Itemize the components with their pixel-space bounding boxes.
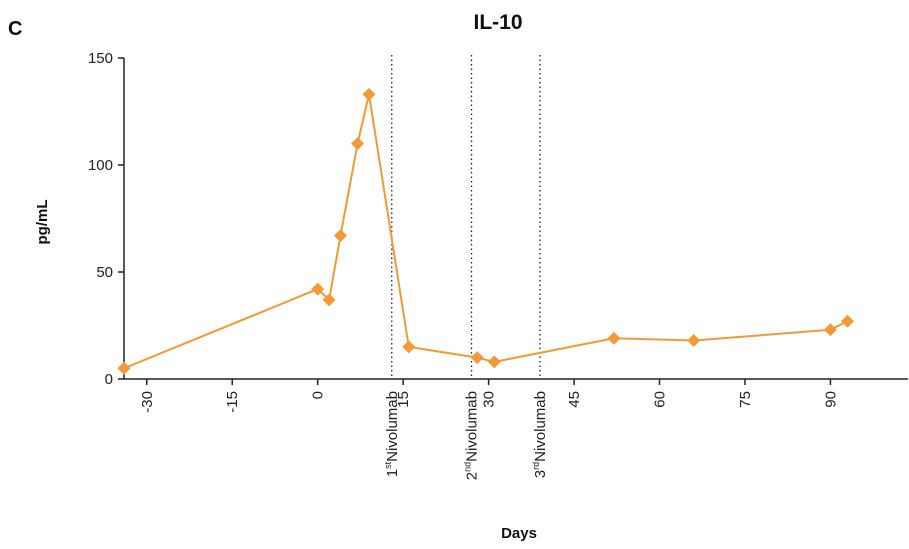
- data-point: [362, 87, 376, 101]
- x-tick-label: 45: [566, 391, 583, 408]
- y-tick-label: 0: [105, 371, 113, 388]
- data-point: [333, 229, 347, 243]
- event-label: 3rdNivolumab: [531, 391, 549, 478]
- event-markers: 1stNivolumab 2ndNivolumab 3rdNivolumab: [383, 55, 549, 480]
- data-point: [841, 314, 855, 328]
- data-point: [117, 361, 131, 375]
- x-axis-label: Days: [501, 525, 537, 542]
- data-point: [607, 331, 621, 345]
- data-point: [487, 355, 501, 369]
- chart-title: IL-10: [473, 11, 522, 34]
- axes: 0 50 100 150 -30 -15 0 15 30 45 60 75 90: [88, 50, 908, 413]
- y-tick-label: 150: [88, 50, 113, 67]
- data-point: [351, 137, 365, 151]
- y-tick-label: 50: [96, 264, 113, 281]
- x-tick-label: 15: [395, 391, 412, 408]
- series-group: [117, 87, 855, 375]
- data-point: [311, 282, 325, 296]
- data-point: [687, 333, 701, 347]
- data-point: [402, 340, 416, 354]
- x-tick-label: 75: [737, 391, 754, 408]
- x-tick-label: 90: [822, 391, 839, 408]
- panel-letter: C: [8, 18, 22, 40]
- event-label: 2ndNivolumab: [463, 391, 481, 480]
- data-point: [470, 351, 484, 365]
- event-label: 1stNivolumab: [383, 391, 401, 477]
- x-tick-label: -30: [139, 391, 156, 413]
- x-tick-label: 60: [652, 391, 669, 408]
- y-axis-label: pg/mL: [34, 200, 51, 245]
- data-point: [823, 323, 837, 337]
- x-tick-label: -15: [224, 391, 241, 413]
- x-tick-label: 30: [481, 391, 498, 408]
- series-line: [123, 94, 848, 370]
- data-point: [322, 293, 336, 307]
- x-tick-label: 0: [310, 391, 327, 399]
- y-tick-label: 100: [88, 157, 113, 174]
